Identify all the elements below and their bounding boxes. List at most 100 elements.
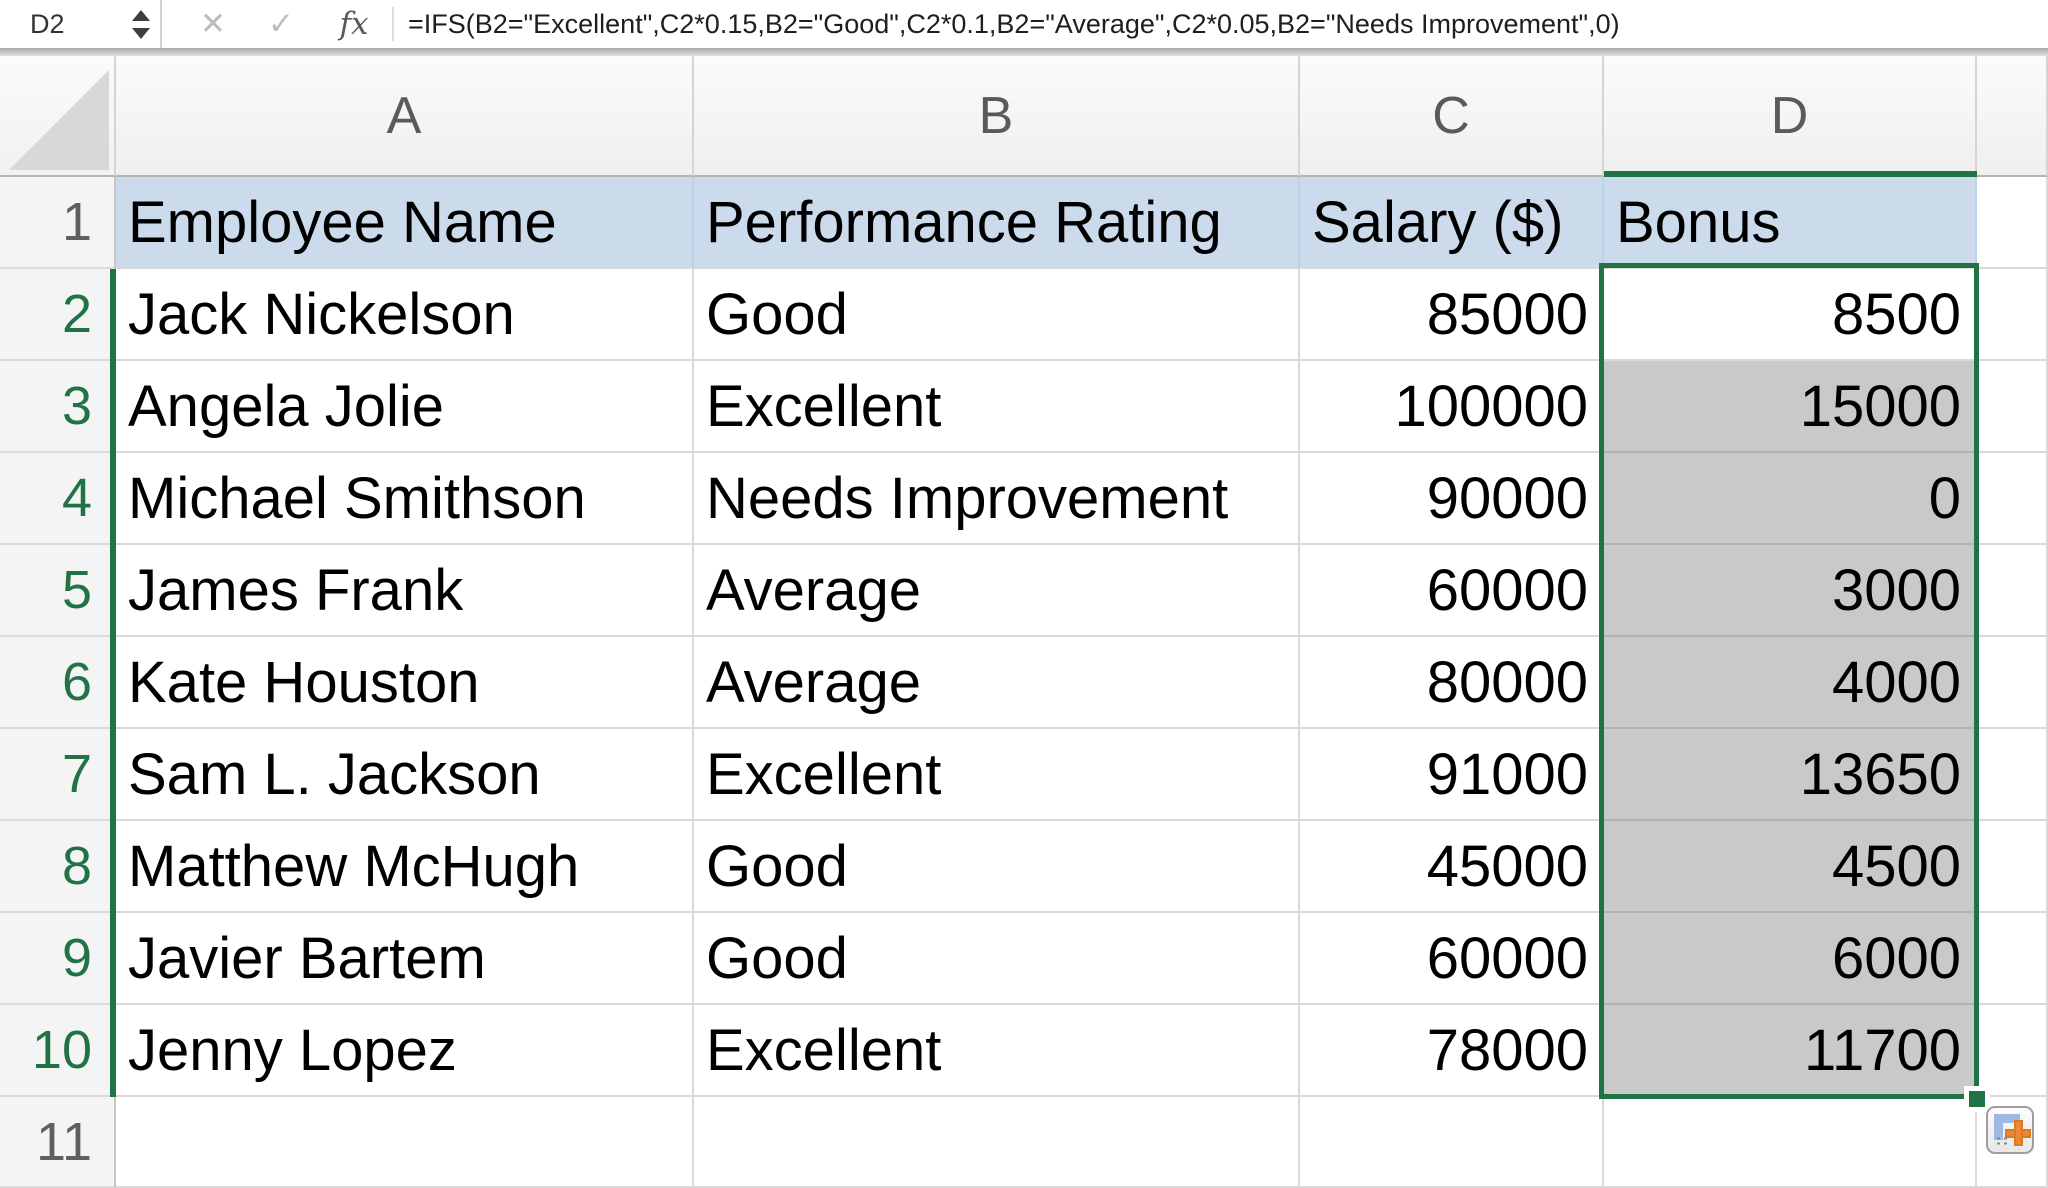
column-header-b[interactable]: B — [694, 56, 1300, 177]
row-header[interactable]: 4 — [0, 453, 116, 545]
autofill-options-button[interactable] — [1986, 1106, 2034, 1154]
cell-bonus[interactable]: 4000 — [1604, 637, 1977, 729]
cell-c1-salary-header[interactable]: Salary ($) — [1300, 177, 1604, 269]
column-header-label: D — [1770, 86, 1809, 145]
cell-a11[interactable] — [116, 1097, 694, 1188]
cancel-icon: ✕ — [200, 6, 226, 41]
cell-e[interactable] — [1977, 821, 2048, 913]
cell-a1-employee-name-header[interactable]: Employee Name — [116, 177, 694, 269]
enter-button[interactable]: ✓ — [258, 0, 304, 48]
select-all-corner[interactable] — [0, 56, 116, 177]
cell-d11[interactable] — [1604, 1097, 1977, 1188]
cell-performance-rating[interactable]: Excellent — [694, 729, 1300, 821]
name-box-value: D2 — [30, 8, 65, 39]
cell-employee-name[interactable]: Matthew McHugh — [116, 821, 694, 913]
cell-e[interactable] — [1977, 361, 2048, 453]
cell-e[interactable] — [1977, 545, 2048, 637]
cell-salary[interactable]: 78000 — [1300, 1005, 1604, 1097]
column-header-d[interactable]: D — [1604, 56, 1977, 177]
row-header[interactable]: 7 — [0, 729, 116, 821]
cell-performance-rating[interactable]: Average — [694, 545, 1300, 637]
cell-e[interactable] — [1977, 637, 2048, 729]
cell-employee-name[interactable]: Angela Jolie — [116, 361, 694, 453]
cell-salary[interactable]: 90000 — [1300, 453, 1604, 545]
row-header[interactable]: 8 — [0, 821, 116, 913]
cell-e[interactable] — [1977, 453, 2048, 545]
cell-employee-name[interactable]: Michael Smithson — [116, 453, 694, 545]
row-header[interactable]: 9 — [0, 913, 116, 1005]
column-header-label: B — [978, 86, 1014, 145]
cell-performance-rating[interactable]: Good — [694, 821, 1300, 913]
column-header-label: C — [1432, 86, 1470, 145]
fill-handle[interactable] — [1969, 1091, 1985, 1107]
row-header-selection-accent — [110, 269, 116, 1097]
cell-bonus[interactable]: 4500 — [1604, 821, 1977, 913]
cell-employee-name[interactable]: Javier Bartem — [116, 913, 694, 1005]
autofill-grip-dots — [1995, 1136, 2009, 1145]
cell-b1-performance-rating-header[interactable]: Performance Rating — [694, 177, 1300, 269]
cell-b11[interactable] — [694, 1097, 1300, 1188]
sheet-grid: A B C D 1 Employee Name Performance Rati… — [0, 56, 2048, 1188]
name-box[interactable]: D2 — [0, 0, 122, 48]
formula-bar: D2 ✕ ✓ fx =IFS(B2="Excellent",C2*0.15,B2… — [0, 0, 2048, 48]
cell-salary[interactable]: 80000 — [1300, 637, 1604, 729]
select-all-icon — [9, 70, 109, 170]
cell-employee-name[interactable]: James Frank — [116, 545, 694, 637]
cell-e[interactable] — [1977, 913, 2048, 1005]
cell-performance-rating[interactable]: Good — [694, 913, 1300, 1005]
row-header[interactable]: 6 — [0, 637, 116, 729]
stepper-up-icon[interactable] — [132, 9, 150, 21]
column-d-selection-underline — [1604, 171, 1977, 177]
cell-c11[interactable] — [1300, 1097, 1604, 1188]
stepper-down-icon[interactable] — [132, 27, 150, 39]
cell-employee-name[interactable]: Jack Nickelson — [116, 269, 694, 361]
column-header-label: A — [386, 86, 422, 145]
column-header-c[interactable]: C — [1300, 56, 1604, 177]
cell-bonus[interactable]: 0 — [1604, 453, 1977, 545]
cell-salary[interactable]: 100000 — [1300, 361, 1604, 453]
cell-e[interactable] — [1977, 269, 2048, 361]
cell-bonus[interactable]: 13650 — [1604, 729, 1977, 821]
name-box-stepper[interactable] — [122, 0, 160, 48]
cancel-button[interactable]: ✕ — [190, 0, 236, 48]
autofill-plus-icon — [2014, 1120, 2023, 1146]
row-header-1[interactable]: 1 — [0, 177, 116, 269]
formula-bar-separator — [0, 48, 2048, 56]
autofill-corner-icon — [1994, 1114, 2020, 1140]
cell-d1-bonus-header[interactable]: Bonus — [1604, 177, 1977, 269]
cell-salary[interactable]: 60000 — [1300, 913, 1604, 1005]
enter-icon: ✓ — [268, 6, 294, 41]
formula-bar-divider — [160, 0, 162, 48]
cell-e[interactable] — [1977, 729, 2048, 821]
cell-bonus[interactable]: 15000 — [1604, 361, 1977, 453]
formula-input[interactable]: =IFS(B2="Excellent",C2*0.15,B2="Good",C2… — [408, 8, 1620, 39]
column-header-a[interactable]: A — [116, 56, 694, 177]
cell-salary[interactable]: 60000 — [1300, 545, 1604, 637]
cell-performance-rating[interactable]: Excellent — [694, 361, 1300, 453]
cell-salary[interactable]: 85000 — [1300, 269, 1604, 361]
cell-e[interactable] — [1977, 1005, 2048, 1097]
function-icon: fx — [339, 6, 369, 42]
cell-bonus[interactable]: 3000 — [1604, 545, 1977, 637]
cell-performance-rating[interactable]: Average — [694, 637, 1300, 729]
cell-performance-rating[interactable]: Needs Improvement — [694, 453, 1300, 545]
cell-bonus[interactable]: 8500 — [1604, 269, 1977, 361]
cell-employee-name[interactable]: Kate Houston — [116, 637, 694, 729]
cell-salary[interactable]: 91000 — [1300, 729, 1604, 821]
column-header-e-partial[interactable] — [1977, 56, 2048, 177]
cell-bonus[interactable]: 11700 — [1604, 1005, 1977, 1097]
cell-bonus[interactable]: 6000 — [1604, 913, 1977, 1005]
row-header[interactable]: 10 — [0, 1005, 116, 1097]
cell-e1[interactable] — [1977, 177, 2048, 269]
insert-function-button[interactable]: fx — [328, 0, 380, 48]
cell-employee-name[interactable]: Sam L. Jackson — [116, 729, 694, 821]
row-header[interactable]: 5 — [0, 545, 116, 637]
row-header-11[interactable]: 11 — [0, 1097, 116, 1188]
row-header[interactable]: 2 — [0, 269, 116, 361]
cell-employee-name[interactable]: Jenny Lopez — [116, 1005, 694, 1097]
cell-salary[interactable]: 45000 — [1300, 821, 1604, 913]
row-header[interactable]: 3 — [0, 361, 116, 453]
cell-performance-rating[interactable]: Excellent — [694, 1005, 1300, 1097]
cell-performance-rating[interactable]: Good — [694, 269, 1300, 361]
